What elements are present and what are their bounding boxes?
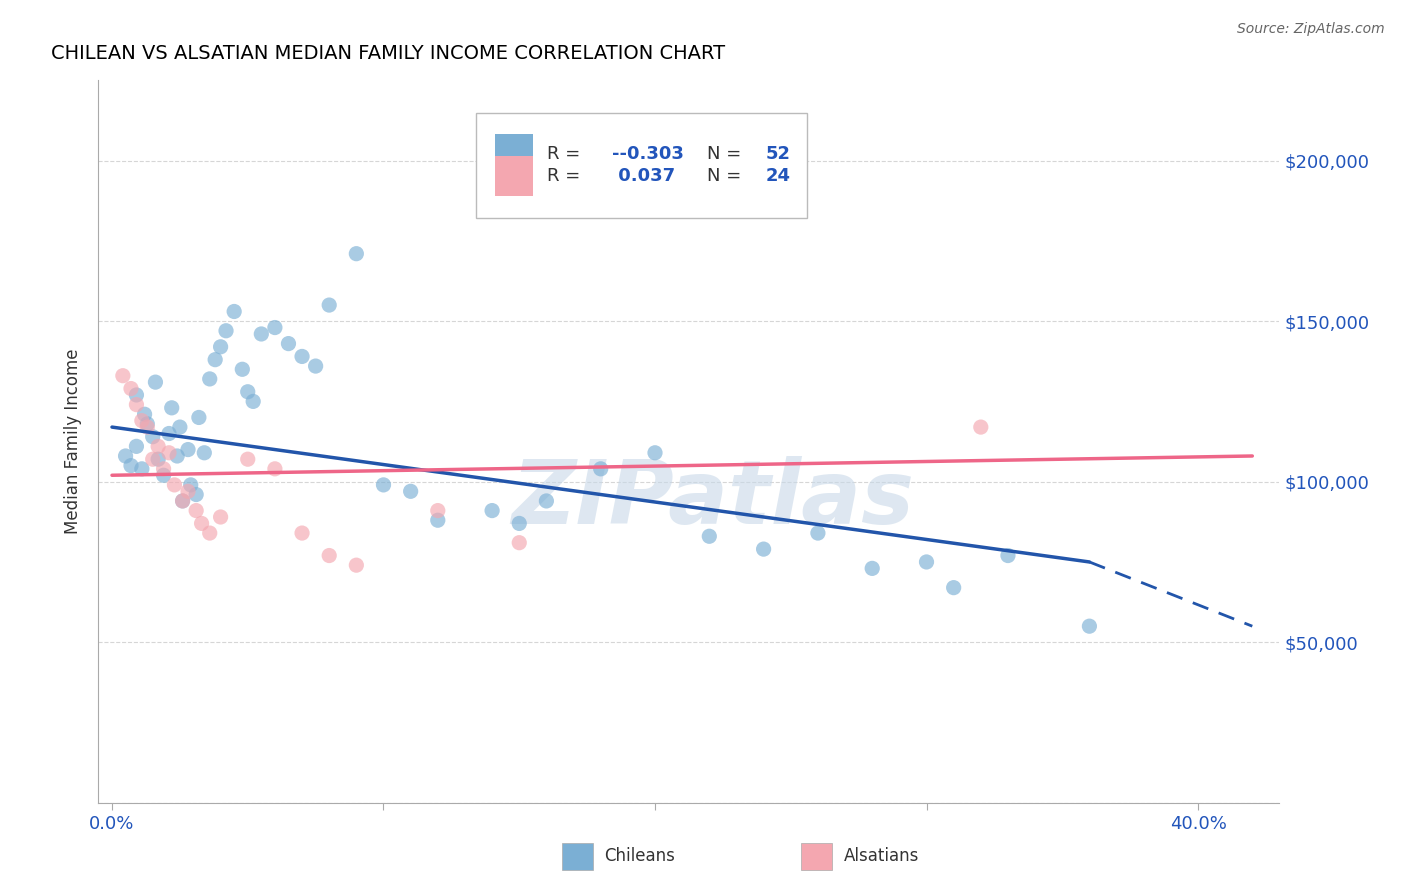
Point — [186, 503, 208, 517]
Point — [157, 426, 180, 441]
Point — [172, 494, 194, 508]
Point — [318, 549, 340, 563]
Text: CHILEAN VS ALSATIAN MEDIAN FAMILY INCOME CORRELATION CHART: CHILEAN VS ALSATIAN MEDIAN FAMILY INCOME… — [51, 45, 725, 63]
Point — [264, 462, 287, 476]
Point — [163, 478, 186, 492]
Point — [807, 526, 830, 541]
Point — [344, 558, 367, 573]
FancyBboxPatch shape — [477, 112, 807, 218]
Point — [373, 478, 395, 492]
Point — [344, 246, 367, 260]
Point — [157, 446, 180, 460]
Point — [120, 458, 142, 473]
Point — [180, 478, 202, 492]
Text: --0.303: --0.303 — [612, 145, 685, 163]
Point — [318, 298, 340, 312]
Point — [250, 326, 273, 341]
Point — [942, 581, 965, 595]
Point — [125, 398, 148, 412]
Text: N =: N = — [707, 145, 747, 163]
Point — [111, 368, 134, 383]
Point — [146, 439, 169, 453]
Text: 52: 52 — [766, 145, 790, 163]
Point — [142, 430, 165, 444]
Text: Source: ZipAtlas.com: Source: ZipAtlas.com — [1237, 22, 1385, 37]
Text: R =: R = — [547, 145, 586, 163]
Point — [177, 484, 200, 499]
Point — [277, 336, 299, 351]
Point — [915, 555, 938, 569]
Point — [169, 420, 191, 434]
Point — [145, 375, 167, 389]
Point — [860, 561, 883, 575]
Point — [536, 494, 558, 508]
Point — [970, 420, 993, 434]
Point — [114, 449, 136, 463]
Point — [131, 414, 153, 428]
Point — [198, 372, 221, 386]
Point — [264, 320, 287, 334]
Point — [752, 542, 775, 557]
Bar — [495, 156, 533, 196]
Point — [589, 462, 612, 476]
Y-axis label: Median Family Income: Median Family Income — [65, 349, 83, 534]
Text: N =: N = — [707, 167, 747, 185]
Point — [134, 407, 156, 421]
Point — [481, 503, 503, 517]
Point — [399, 484, 422, 499]
Point — [242, 394, 264, 409]
Point — [236, 452, 259, 467]
Point — [186, 487, 208, 501]
Point — [1078, 619, 1101, 633]
Text: ZIPatlas: ZIPatlas — [510, 456, 914, 543]
Point — [172, 494, 194, 508]
Text: R =: R = — [547, 167, 586, 185]
Text: 0.037: 0.037 — [612, 167, 675, 185]
Point — [152, 468, 174, 483]
Point — [120, 382, 142, 396]
Point — [426, 503, 449, 517]
Point — [190, 516, 212, 531]
Point — [187, 410, 209, 425]
Point — [146, 452, 169, 467]
Point — [125, 439, 148, 453]
Point — [508, 535, 530, 549]
Text: 24: 24 — [766, 167, 790, 185]
Point — [224, 304, 246, 318]
Point — [166, 449, 188, 463]
Point — [231, 362, 253, 376]
Point — [204, 352, 226, 367]
Point — [209, 510, 232, 524]
Point — [209, 340, 232, 354]
Bar — [495, 135, 533, 174]
Point — [291, 526, 314, 541]
Point — [177, 442, 200, 457]
Point — [198, 526, 221, 541]
Point — [644, 446, 666, 460]
Point — [697, 529, 720, 543]
Point — [508, 516, 530, 531]
Point — [193, 446, 215, 460]
Point — [136, 417, 159, 431]
Point — [136, 420, 159, 434]
Point — [152, 462, 174, 476]
Point — [131, 462, 153, 476]
Point — [236, 384, 259, 399]
Point — [160, 401, 183, 415]
Point — [426, 513, 449, 527]
Point — [304, 359, 326, 373]
Text: Chileans: Chileans — [605, 847, 675, 865]
Point — [997, 549, 1019, 563]
Text: Alsatians: Alsatians — [844, 847, 920, 865]
Point — [291, 350, 314, 364]
Point — [215, 324, 238, 338]
Point — [142, 452, 165, 467]
Point — [125, 388, 148, 402]
